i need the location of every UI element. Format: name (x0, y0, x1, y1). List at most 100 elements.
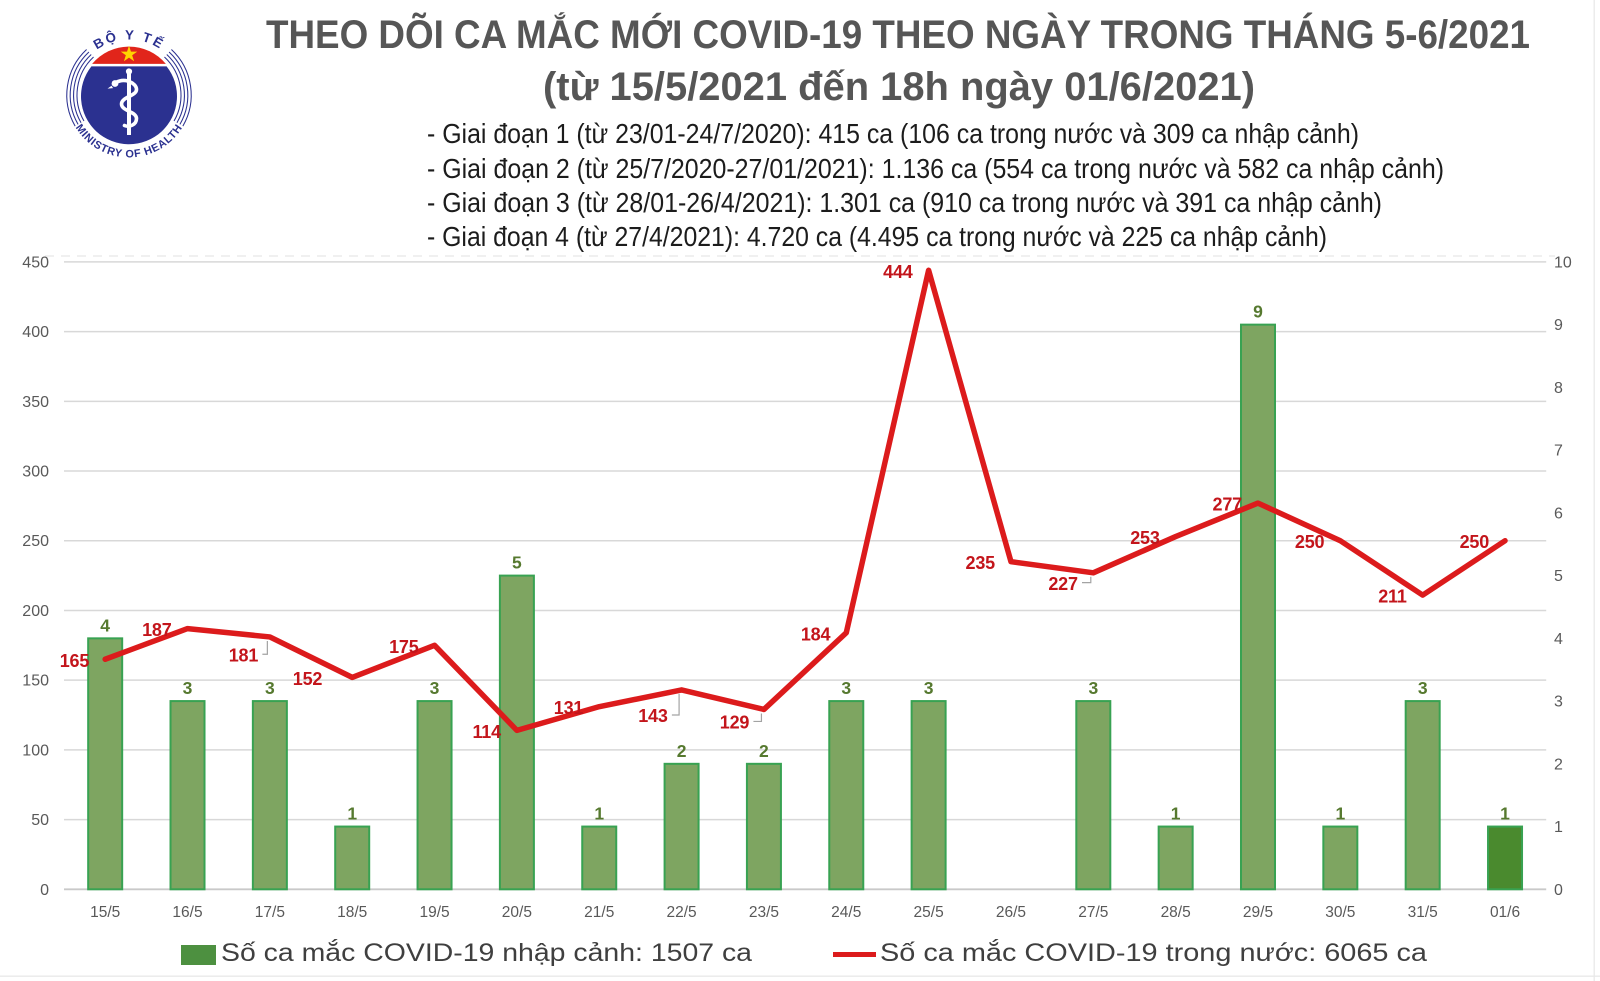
bar-imported-cases-27/5 (1075, 700, 1112, 891)
bar-imported-cases-01/6 (1487, 825, 1524, 891)
bar-imported-cases-20/5 (498, 574, 535, 891)
bar-imported-cases-28/5 (1157, 825, 1194, 891)
x-axis-tick-label: 17/5 (255, 904, 285, 921)
bar-imported-cases-24/5 (828, 700, 865, 891)
stage-bullet-line-2: - Giai đoạn 2 (từ 25/7/2020-27/01/2021):… (427, 155, 1569, 183)
stage-2-summary: - Giai đoạn 2 (từ 25/7/2020-27/01/2021):… (427, 153, 1444, 184)
left-axis-tick-label: 250 (22, 533, 49, 550)
bar-value-label: 1 (347, 804, 357, 824)
x-axis-tick-label: 01/6 (1490, 904, 1520, 921)
line-value-label: 131 (554, 698, 584, 718)
bar-value-label: 1 (1500, 804, 1510, 824)
bar-imported-cases-25/5 (910, 700, 947, 891)
bar-value-label: 1 (1171, 804, 1181, 824)
bar-imported-cases-19/5 (416, 700, 453, 891)
bar-value-label: 3 (841, 678, 851, 698)
line-value-label: 211 (1378, 587, 1407, 607)
logo-arc-segment (171, 49, 192, 127)
bar-value-label: 3 (1418, 678, 1428, 698)
bar-imported-cases-16/5 (169, 700, 206, 891)
data-label-leader-line (262, 640, 268, 655)
line-value-label: 165 (60, 651, 90, 671)
stage-3-summary: - Giai đoạn 3 (từ 28/01-26/4/2021): 1.30… (427, 187, 1382, 218)
bar-imported-cases-15/5 (87, 637, 124, 891)
bar-imported-cases-22/5 (663, 762, 700, 891)
right-axis-tick-label: 2 (1554, 756, 1563, 773)
x-axis-tick-label: 23/5 (749, 904, 779, 921)
x-axis-tick-label: 20/5 (502, 904, 532, 921)
bar-value-label: 3 (1088, 678, 1098, 698)
title-line-1: THEO DÕI CA MẮC MỚI COVID-19 THEO NGÀY T… (266, 15, 1600, 55)
logo-arc-segment (66, 49, 87, 127)
stage-bullet-line-3: - Giai đoạn 3 (từ 28/01-26/4/2021): 1.30… (427, 189, 1499, 217)
ministry-of-health-logo: BỘ Y TẾ MINISTRY OF HEALTH (66, 27, 192, 161)
stage-1-summary: - Giai đoạn 1 (từ 23/01-24/7/2020): 415 … (427, 118, 1359, 149)
logo-arc-segment (69, 51, 90, 125)
bar-value-label: 3 (430, 678, 440, 698)
stage-bullet-line-4: - Giai đoạn 4 (từ 27/4/2021): 4.720 ca (… (427, 223, 1443, 251)
stage-4-summary: - Giai đoạn 4 (từ 27/4/2021): 4.720 ca (… (427, 221, 1327, 252)
line-value-label: 114 (472, 722, 501, 742)
x-axis-tick-label: 27/5 (1078, 904, 1108, 921)
line-value-label: 152 (293, 669, 323, 689)
right-axis-tick-label: 10 (1554, 254, 1572, 271)
bar-value-label: 5 (512, 553, 522, 573)
bar-imported-cases-30/5 (1322, 825, 1359, 891)
bar-imported-cases-17/5 (251, 700, 288, 891)
bar-value-label: 3 (183, 678, 193, 698)
line-domestic-cases (102, 267, 1508, 734)
x-axis-tick-label: 16/5 (172, 904, 202, 921)
right-axis-tick-label: 0 (1554, 882, 1563, 899)
left-axis-tick-label: 150 (22, 673, 49, 690)
left-axis-tick-label: 450 (22, 254, 49, 271)
right-axis-tick-label: 9 (1554, 317, 1563, 334)
data-label-leader-line (753, 713, 763, 723)
bar-value-label: 3 (924, 678, 934, 698)
right-axis-tick-label: 7 (1554, 443, 1563, 460)
x-axis-tick-label: 15/5 (90, 904, 120, 921)
line-value-label: 129 (720, 713, 750, 733)
left-axis-tick-label: 350 (22, 394, 49, 411)
bar-value-label: 1 (594, 804, 604, 824)
logo-arc-segment (73, 54, 92, 123)
line-value-label: 227 (1048, 574, 1078, 594)
left-axis-tick-label: 400 (22, 324, 49, 341)
x-axis-tick-label: 22/5 (666, 904, 696, 921)
x-axis-tick-label: 30/5 (1325, 904, 1355, 921)
x-axis-tick-label: 19/5 (419, 904, 449, 921)
bar-value-label: 3 (265, 678, 275, 698)
bar-imported-cases-23/5 (745, 762, 782, 891)
logo-arc-segment (76, 56, 94, 122)
right-axis-tick-label: 1 (1554, 819, 1563, 836)
logo-decorative-arcs (66, 49, 192, 127)
logo-rod-of-asclepius-icon (107, 68, 139, 135)
data-label-leader-line (1082, 576, 1092, 584)
right-axis-tick-label: 5 (1554, 568, 1563, 585)
bar-value-label: 1 (1335, 804, 1345, 824)
right-axis-tick-label: 6 (1554, 505, 1563, 522)
line-value-label: 250 (1460, 532, 1490, 552)
logo-star-icon (120, 45, 138, 62)
x-axis-tick-label: 31/5 (1408, 904, 1438, 921)
right-axis-tick-label: 4 (1554, 631, 1563, 648)
bar-imported-cases-21/5 (581, 825, 618, 891)
line-value-label: 235 (966, 553, 996, 573)
line-value-label: 175 (389, 637, 419, 657)
left-axis-tick-label: 100 (22, 742, 49, 759)
right-axis-tick-label: 3 (1554, 694, 1563, 711)
bar-value-label: 4 (100, 615, 110, 635)
bar-imported-cases-18/5 (334, 825, 371, 891)
bar-imported-cases-31/5 (1404, 700, 1441, 891)
line-value-label: 444 (883, 262, 913, 282)
line-value-label: 187 (142, 620, 172, 640)
line-value-label: 181 (229, 645, 259, 665)
x-axis-tick-label: 28/5 (1161, 904, 1191, 921)
chart-subtitle: (từ 15/5/2021 đến 18h ngày 01/6/2021) (543, 65, 1255, 109)
x-axis-tick-label: 24/5 (831, 904, 861, 921)
left-axis-tick-label: 0 (40, 882, 49, 899)
left-axis-tick-label: 300 (22, 464, 49, 481)
line-value-label: 253 (1130, 528, 1160, 548)
line-value-label: 277 (1213, 495, 1243, 515)
line-value-label: 250 (1295, 532, 1325, 552)
